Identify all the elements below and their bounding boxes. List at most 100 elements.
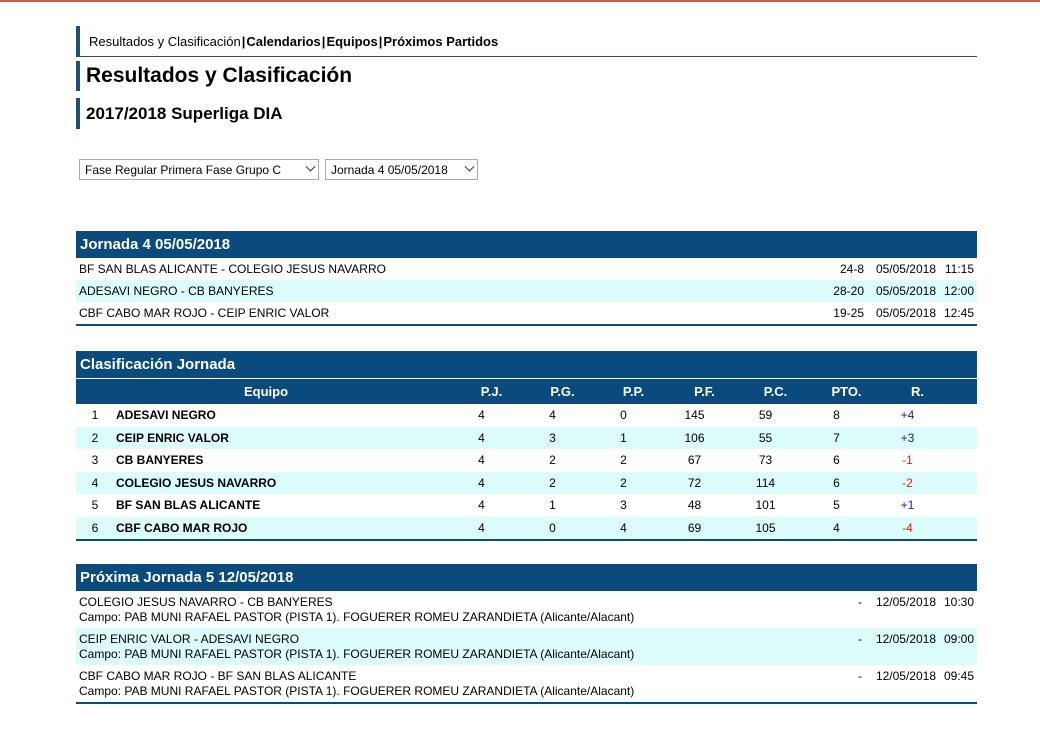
standings-team: COLEGIO JESUS NAVARRO [116, 475, 277, 490]
filter-selects: Fase Regular Primera Fase Grupo C Jornad… [79, 159, 977, 180]
standings-row: 4 COLEGIO JESUS NAVARRO 4 2 2 72 114 6 -… [76, 471, 977, 494]
col-header-pj: P.J. [480, 384, 503, 399]
result-score: 28-20 [833, 284, 864, 298]
next-match-row: CEIP ENRIC VALOR - ADESAVI NEGRO Campo: … [76, 628, 977, 665]
standings-pf: 48 [687, 498, 702, 513]
next-match-score: - [858, 632, 862, 646]
standings-team: ADESAVI NEGRO [116, 408, 216, 423]
standings-pto: 6 [833, 475, 840, 490]
result-row: BF SAN BLAS ALICANTE - COLEGIO JESUS NAV… [76, 258, 977, 280]
standings-r: +1 [900, 498, 915, 513]
result-time: 12:45 [944, 306, 975, 320]
result-row: ADESAVI NEGRO - CB BANYERES 28-20 05/05/… [76, 280, 977, 302]
next-match-date: 12/05/2018 [875, 632, 936, 646]
nav-link-resultados[interactable]: Resultados y Clasificación [89, 33, 241, 49]
col-header-pp: P.P. [622, 384, 645, 399]
result-score: 24-8 [839, 262, 864, 276]
standings-r: +3 [900, 430, 915, 445]
standings-pto: 6 [833, 453, 840, 468]
standings-team: BF SAN BLAS ALICANTE [116, 498, 261, 513]
standings-row: 5 BF SAN BLAS ALICANTE 4 1 3 48 101 5 +1 [76, 494, 977, 517]
nav-link-proximos-partidos[interactable]: Próximos Partidos [383, 33, 499, 49]
standings-row: 6 CBF CABO MAR ROJO 4 0 4 69 105 4 -4 [76, 516, 977, 539]
next-match-row: CBF CABO MAR ROJO - BF SAN BLAS ALICANTE… [76, 665, 977, 702]
standings-team: CB BANYERES [116, 453, 204, 468]
col-header-team: Equipo [243, 384, 289, 399]
standings-pj: 4 [478, 430, 485, 445]
nav-link-equipos[interactable]: Equipos [326, 33, 378, 49]
standings-r: -4 [902, 520, 913, 535]
top-navigation: Resultados y Clasificación | Calendarios… [76, 26, 977, 57]
season-title: 2017/2018 Superliga DIA [86, 103, 283, 123]
standings-table: 1 ADESAVI NEGRO 4 4 0 145 59 8 +4 2 CEIP… [76, 404, 977, 541]
nav-link-calendarios[interactable]: Calendarios [246, 33, 321, 49]
result-date: 05/05/2018 [875, 284, 936, 298]
page-title: Resultados y Clasificación [86, 64, 353, 87]
next-round-header: Próxima Jornada 5 12/05/2018 [76, 564, 977, 591]
standings-pg: 4 [549, 408, 556, 423]
result-teams: ADESAVI NEGRO - CB BANYERES [79, 284, 274, 298]
standings-pf: 69 [687, 520, 702, 535]
result-teams: CBF CABO MAR ROJO - CEIP ENRIC VALOR [79, 306, 330, 320]
standings-pg: 0 [549, 520, 556, 535]
standings-r: -1 [902, 453, 913, 468]
standings-row: 3 CB BANYERES 4 2 2 67 73 6 -1 [76, 449, 977, 472]
next-match-time: 09:00 [944, 632, 975, 646]
results-header: Jornada 4 05/05/2018 [76, 231, 977, 258]
standings-pp: 0 [620, 408, 627, 423]
standings-pos: 3 [91, 453, 99, 468]
next-match-row: COLEGIO JESUS NAVARRO - CB BANYERES Camp… [76, 591, 977, 628]
page-title-bar: Resultados y Clasificación [76, 61, 977, 91]
next-match-venue: Campo: PAB MUNI RAFAEL PASTOR (PISTA 1).… [79, 683, 635, 698]
standings-pg: 2 [549, 453, 556, 468]
standings-pos: 6 [91, 520, 99, 535]
phase-select[interactable]: Fase Regular Primera Fase Grupo C [79, 159, 319, 180]
result-score: 19-25 [833, 306, 864, 320]
standings-pos: 1 [91, 408, 99, 423]
standings-pos: 5 [91, 498, 99, 513]
next-round-list: COLEGIO JESUS NAVARRO - CB BANYERES Camp… [76, 591, 977, 704]
nav-separator: | [378, 33, 383, 49]
results-section: Jornada 4 05/05/2018 BF SAN BLAS ALICANT… [76, 231, 977, 326]
next-match-score: - [858, 595, 862, 609]
page-container: Resultados y Clasificación | Calendarios… [76, 26, 977, 704]
next-match-score: - [858, 669, 862, 683]
standings-pf: 145 [684, 408, 705, 423]
standings-pp: 2 [620, 453, 627, 468]
standings-row: 1 ADESAVI NEGRO 4 4 0 145 59 8 +4 [76, 404, 977, 427]
standings-pto: 8 [833, 408, 840, 423]
standings-team: CEIP ENRIC VALOR [116, 430, 229, 445]
standings-pp: 1 [620, 430, 627, 445]
standings-pc: 55 [758, 430, 773, 445]
standings-section: Clasificación Jornada Equipo P.J. P.G. P… [76, 351, 977, 541]
result-date: 05/05/2018 [875, 306, 936, 320]
standings-pf: 67 [687, 453, 702, 468]
standings-pj: 4 [478, 520, 485, 535]
round-select[interactable]: Jornada 4 05/05/2018 [325, 159, 478, 180]
standings-row: 2 CEIP ENRIC VALOR 4 3 1 106 55 7 +3 [76, 426, 977, 449]
chevron-down-icon [305, 161, 316, 172]
standings-pc: 59 [758, 408, 773, 423]
nav-separator: | [321, 33, 326, 49]
col-header-pto: PTO. [831, 384, 862, 399]
standings-pos: 4 [91, 475, 99, 490]
next-match-teams: CBF CABO MAR ROJO - BF SAN BLAS ALICANTE [79, 668, 357, 683]
next-match-venue: Campo: PAB MUNI RAFAEL PASTOR (PISTA 1).… [79, 646, 635, 661]
standings-pc: 105 [755, 520, 776, 535]
nav-separator: | [241, 33, 246, 49]
standings-pj: 4 [478, 408, 485, 423]
next-match-date: 12/05/2018 [875, 595, 936, 609]
standings-pj: 4 [478, 453, 485, 468]
next-match-teams: CEIP ENRIC VALOR - ADESAVI NEGRO [79, 631, 300, 646]
standings-pf: 106 [684, 430, 705, 445]
chevron-down-icon [464, 161, 475, 172]
col-header-pc: P.C. [763, 384, 788, 399]
next-round-section: Próxima Jornada 5 12/05/2018 COLEGIO JES… [76, 564, 977, 704]
next-match-venue: Campo: PAB MUNI RAFAEL PASTOR (PISTA 1).… [79, 609, 635, 624]
standings-pj: 4 [478, 475, 485, 490]
result-teams: BF SAN BLAS ALICANTE - COLEGIO JESUS NAV… [79, 262, 386, 276]
col-header-pg: P.G. [550, 384, 575, 399]
standings-pg: 2 [549, 475, 556, 490]
result-date: 05/05/2018 [875, 262, 936, 276]
standings-pj: 4 [478, 498, 485, 513]
